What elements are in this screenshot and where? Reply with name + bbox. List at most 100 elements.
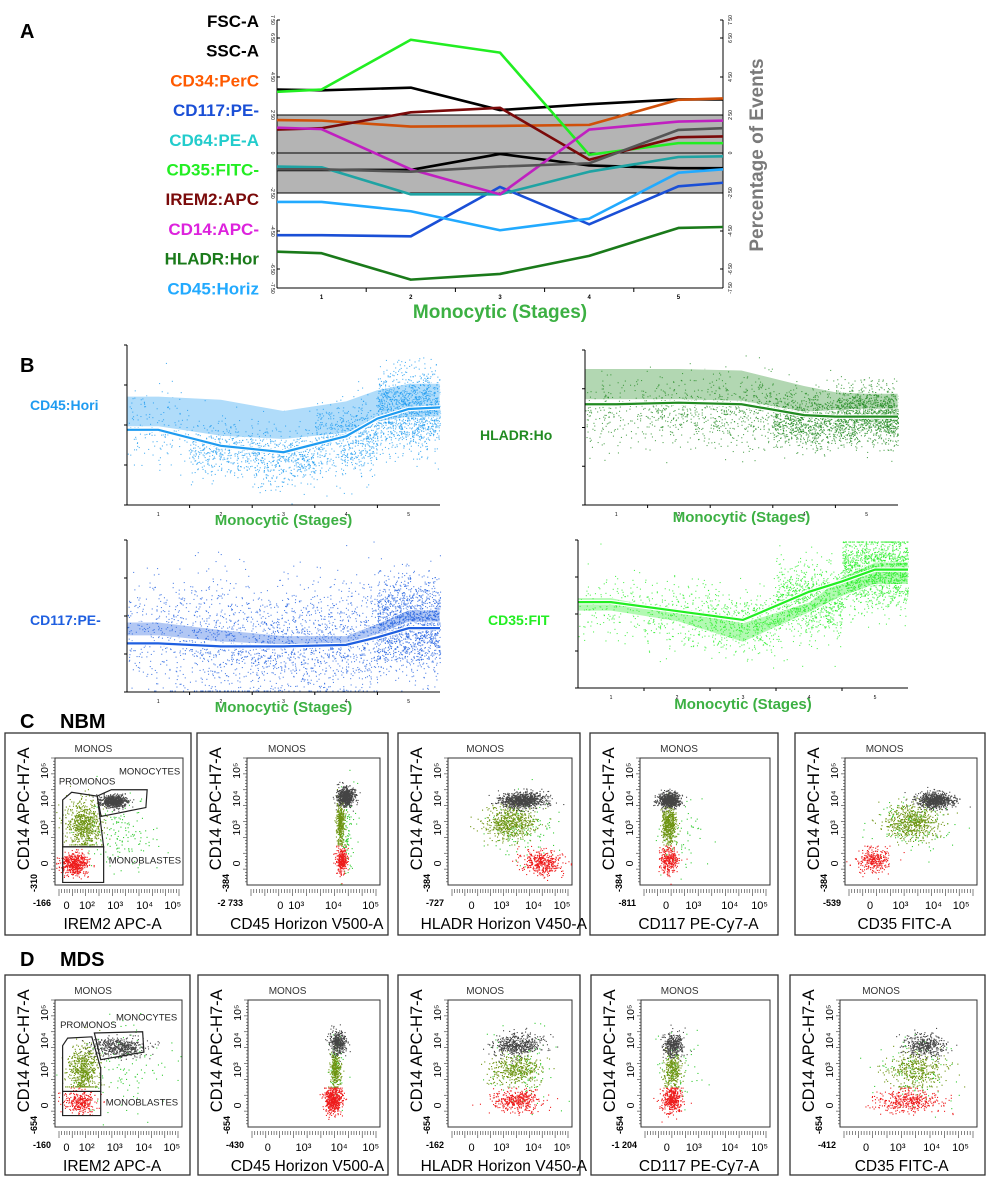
event-dot [319, 465, 320, 466]
event-dot [678, 409, 679, 410]
event-dot [338, 454, 339, 455]
event-dot [297, 462, 298, 463]
event-dot [385, 380, 386, 381]
event-dot [255, 458, 256, 459]
event-dot [293, 457, 294, 458]
event-dot [193, 444, 194, 445]
event-dot [435, 427, 436, 428]
event-dot [786, 422, 787, 423]
event-dot [683, 422, 684, 423]
event-dot [162, 391, 163, 392]
event-dot [370, 455, 371, 456]
event-dot [353, 468, 354, 469]
event-dot [777, 422, 778, 423]
event-dot [255, 467, 256, 468]
y-tick-label: -4 50 [728, 225, 734, 237]
event-dot [712, 432, 713, 433]
event-dot [434, 421, 435, 422]
event-dot [338, 457, 339, 458]
event-dot [251, 443, 252, 444]
event-dot [318, 463, 319, 464]
event-dot [294, 453, 295, 454]
event-dot [367, 438, 368, 439]
event-dot [363, 465, 364, 466]
figure: ABC NBMD MDS-7 50 -7 50-6 50 -6 50-4 50 -4 50… [0, 0, 990, 1200]
event-dot [320, 447, 321, 448]
event-dot [206, 460, 207, 461]
event-dot [281, 469, 282, 470]
event-dot [406, 428, 407, 429]
event-dot [438, 469, 439, 470]
event-dot [781, 437, 782, 438]
event-dot [732, 411, 733, 412]
event-dot [381, 440, 382, 441]
event-dot [659, 410, 660, 411]
event-dot [411, 380, 412, 381]
event-dot [590, 415, 591, 416]
event-dot [426, 443, 427, 444]
event-dot [711, 428, 712, 429]
y-tick-label: 0 [728, 151, 734, 154]
event-dot [766, 415, 767, 416]
event-dot [803, 433, 804, 434]
event-dot [225, 449, 226, 450]
event-dot [764, 368, 765, 369]
event-dot [179, 446, 180, 447]
event-dot [407, 435, 408, 436]
event-dot [385, 382, 386, 383]
event-dot [768, 417, 769, 418]
event-dot [202, 445, 203, 446]
event-dot [416, 429, 417, 430]
event-dot [368, 456, 369, 457]
event-dot [222, 455, 223, 456]
event-dot [257, 465, 258, 466]
event-dot [212, 455, 213, 456]
event-dot [659, 430, 660, 431]
legend-label: HLADR:Hor [165, 250, 260, 269]
event-dot [438, 426, 439, 427]
event-dot [341, 452, 342, 453]
event-dot [780, 415, 781, 416]
event-dot [308, 461, 309, 462]
event-dot [360, 436, 361, 437]
event-dot [620, 407, 621, 408]
event-dot [702, 409, 703, 410]
event-dot [662, 410, 663, 411]
event-dot [422, 419, 423, 420]
event-dot [400, 423, 401, 424]
event-dot [211, 438, 212, 439]
event-dot [706, 421, 707, 422]
event-dot [683, 406, 684, 407]
event-dot [380, 444, 381, 445]
event-dot [431, 419, 432, 420]
event-dot [599, 437, 600, 438]
event-dot [605, 401, 606, 402]
event-dot [744, 428, 745, 429]
event-dot [335, 466, 336, 467]
event-dot [237, 463, 238, 464]
event-dot [160, 449, 161, 450]
event-dot [682, 409, 683, 410]
event-dot [301, 452, 302, 453]
event-dot [412, 427, 413, 428]
event-dot [322, 402, 323, 403]
event-dot [602, 428, 603, 429]
event-dot [427, 380, 428, 381]
event-dot [376, 459, 377, 460]
event-dot [292, 445, 293, 446]
event-dot [285, 459, 286, 460]
event-dot [395, 367, 396, 368]
event-dot [250, 439, 251, 440]
event-dot [352, 460, 353, 461]
event-dot [791, 426, 792, 427]
event-dot [388, 431, 389, 432]
event-dot [218, 470, 219, 471]
event-dot [201, 452, 202, 453]
event-dot [415, 375, 416, 376]
event-dot [758, 447, 759, 448]
event-dot [411, 365, 412, 366]
event-dot [811, 427, 812, 428]
event-dot [154, 446, 155, 447]
event-dot [171, 464, 172, 465]
event-dot [368, 436, 369, 437]
